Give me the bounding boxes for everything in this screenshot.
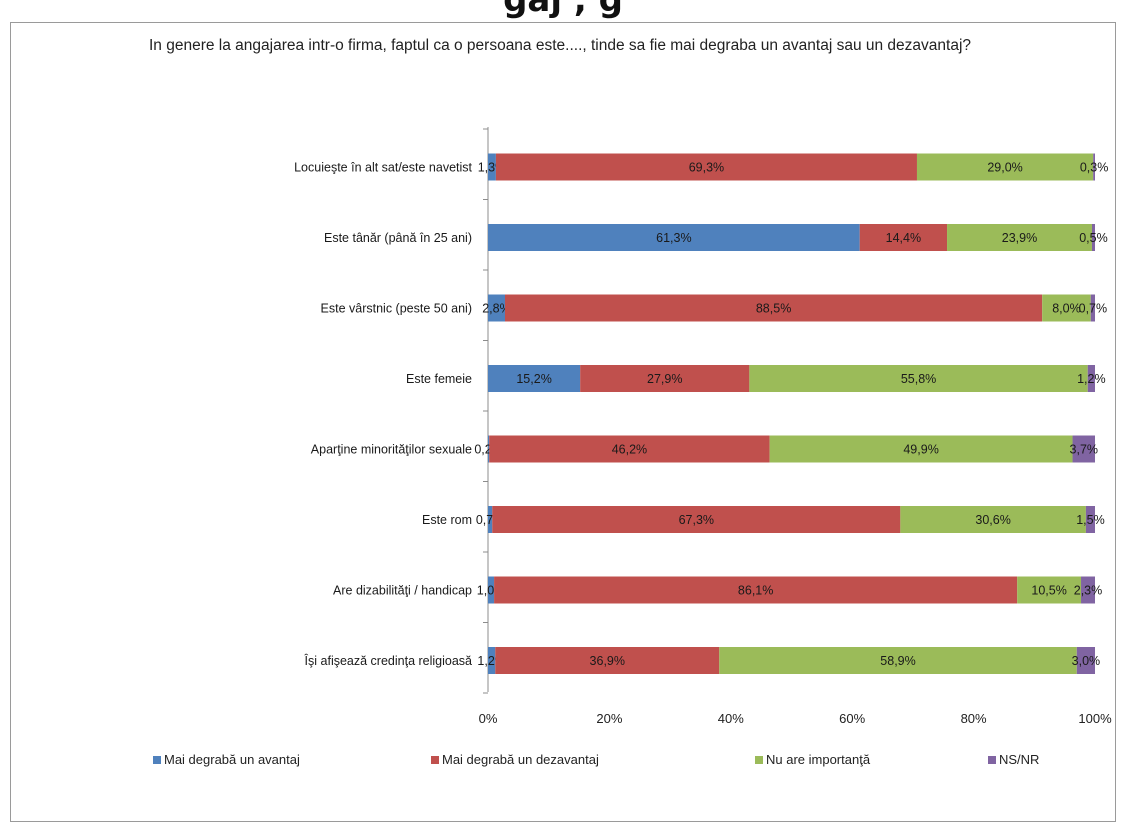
data-label: 8,0%	[1052, 302, 1081, 316]
chart-legend: Mai degrabă un avantaj Mai degrabă un dez…	[0, 752, 1126, 772]
bar-segment	[488, 224, 860, 251]
x-tick-label: 100%	[1078, 711, 1112, 726]
data-label: 88,5%	[756, 302, 791, 316]
bar-segment	[1017, 576, 1082, 604]
data-label: 1,2%	[1077, 372, 1106, 386]
bar-segment	[1090, 294, 1095, 322]
top-cropped-heading-text: gaj , g	[503, 0, 623, 20]
data-label: 1,5%	[1076, 513, 1105, 527]
bar-segment	[580, 365, 750, 392]
bar-segment	[488, 365, 581, 392]
bar-segment	[488, 506, 493, 533]
chart-plot: 1,3% 69,3% 29,0% 0,3%Locuieşte în alt sat/e…	[294, 127, 1112, 726]
data-label: 0,5%	[1079, 231, 1108, 245]
bar-segment	[947, 224, 1092, 251]
legend-item: Mai degrabă un dezavantaj	[431, 752, 599, 767]
bar-segment	[1085, 506, 1095, 533]
category-label: Locuieşte în alt sat/este navetist	[294, 161, 472, 175]
category-label: Este tânăr (până în 25 ani)	[324, 231, 472, 245]
data-label: 86,1%	[738, 584, 773, 598]
data-label: 3,7%	[1070, 443, 1099, 457]
legend-swatch	[153, 755, 161, 764]
bar-segment	[488, 435, 490, 463]
bar-segment	[1081, 576, 1095, 604]
x-tick-label: 40%	[718, 711, 744, 726]
bar-segment	[1072, 435, 1095, 463]
bar-segment	[1093, 153, 1095, 181]
data-label: 23,9%	[1002, 231, 1037, 245]
x-tick-label: 60%	[839, 711, 865, 726]
data-label: 67,3%	[679, 513, 714, 527]
bar-segment	[495, 647, 720, 674]
x-tick-label: 80%	[961, 711, 987, 726]
category-label: Este vârstnic (peste 50 ani)	[321, 302, 472, 316]
bar-segment	[900, 506, 1086, 533]
bar-segment	[1087, 365, 1095, 392]
bar-segment	[1076, 647, 1095, 674]
legend-label: NS/NR	[999, 752, 1040, 767]
category-label: Are dizabilităţi / handicap	[333, 584, 472, 598]
chart-title: In genere la angajarea intr-o firma, fap…	[148, 37, 972, 54]
legend-swatch	[755, 755, 763, 764]
bar-segment	[504, 294, 1043, 322]
bar-segment	[488, 576, 495, 604]
data-label: 36,9%	[590, 654, 625, 668]
data-label: 15,2%	[516, 372, 551, 386]
data-label: 14,4%	[886, 231, 921, 245]
category-label: Este rom	[422, 513, 472, 527]
category-label: Aparţine minorităţilor sexuale	[311, 443, 472, 457]
data-label: 29,0%	[987, 161, 1022, 175]
legend-label: Nu are importanţă	[766, 752, 871, 767]
x-tick-label: 0%	[479, 711, 498, 726]
bar-segment	[859, 224, 948, 251]
bar-segment	[488, 647, 496, 674]
data-label: 0,7%	[1079, 302, 1108, 316]
data-label: 2,3%	[1074, 584, 1103, 598]
bar-segment	[719, 647, 1077, 674]
bar-segment	[488, 153, 496, 181]
bar-segment	[489, 435, 770, 463]
legend-label: Mai degrabă un avantaj	[164, 752, 300, 767]
bar-segment	[494, 576, 1018, 604]
legend-item: NS/NR	[988, 752, 1039, 767]
data-label: 3,0%	[1072, 654, 1101, 668]
x-tick-label: 20%	[596, 711, 622, 726]
bar-segment	[916, 153, 1094, 181]
data-label: 61,3%	[656, 231, 691, 245]
legend-swatch	[431, 755, 439, 764]
bar-segment	[1042, 294, 1091, 322]
category-label: Este femeie	[406, 372, 472, 386]
top-cropped-heading: gaj , g	[0, 0, 1126, 20]
data-label: 30,6%	[975, 513, 1010, 527]
legend-item: Nu are importanţă	[755, 752, 870, 767]
data-label: 49,9%	[903, 443, 938, 457]
bar-segment	[769, 435, 1073, 463]
legend-item: Mai degrabă un avantaj	[153, 752, 300, 767]
data-label: 2,8%	[482, 302, 511, 316]
bar-segment	[492, 506, 901, 533]
bar-segment	[749, 365, 1088, 392]
data-label: 0,3%	[1080, 161, 1109, 175]
bar-segment	[488, 294, 505, 322]
bar-segment	[495, 153, 917, 181]
legend-swatch	[988, 755, 996, 764]
data-label: 10,5%	[1031, 584, 1066, 598]
data-label: 55,8%	[901, 372, 936, 386]
data-label: 46,2%	[612, 443, 647, 457]
bar-segment	[1091, 224, 1095, 251]
data-label: 58,9%	[880, 654, 915, 668]
legend-label: Mai degrabă un dezavantaj	[442, 752, 599, 767]
data-label: 27,9%	[647, 372, 682, 386]
category-label: Îşi afişează credinţa religioasă	[304, 653, 472, 668]
data-label: 69,3%	[689, 161, 724, 175]
